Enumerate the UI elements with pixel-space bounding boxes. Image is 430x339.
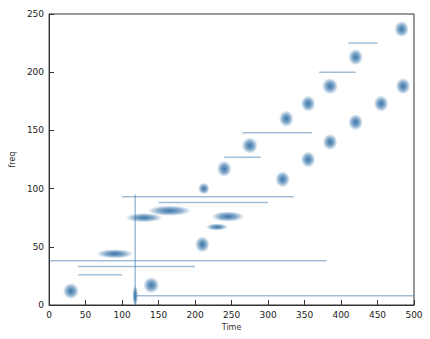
svg-text:Time: Time [221, 323, 242, 332]
svg-text:450: 450 [369, 310, 386, 320]
svg-text:400: 400 [332, 310, 349, 320]
svg-text:500: 500 [405, 310, 422, 320]
svg-text:0: 0 [46, 310, 52, 320]
svg-text:350: 350 [296, 310, 313, 320]
svg-text:300: 300 [259, 310, 276, 320]
svg-text:250: 250 [27, 9, 44, 19]
svg-text:200: 200 [27, 67, 44, 77]
svg-text:150: 150 [150, 310, 167, 320]
svg-text:250: 250 [223, 310, 240, 320]
svg-text:100: 100 [27, 184, 44, 194]
svg-text:50: 50 [80, 310, 92, 320]
svg-text:freq: freq [8, 152, 17, 168]
svg-text:150: 150 [27, 125, 44, 135]
svg-text:200: 200 [186, 310, 203, 320]
svg-text:0: 0 [38, 300, 44, 310]
svg-text:100: 100 [113, 310, 130, 320]
svg-text:50: 50 [33, 242, 45, 252]
